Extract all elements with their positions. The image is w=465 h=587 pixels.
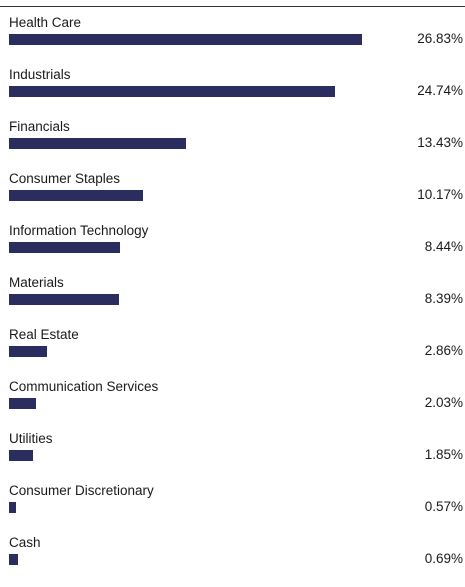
bar bbox=[9, 190, 143, 201]
bar-row: Real Estate 2.86% bbox=[0, 327, 465, 379]
bar-row: Consumer Staples 10.17% bbox=[0, 171, 465, 223]
category-label: Consumer Discretionary bbox=[9, 483, 154, 498]
value-label: 8.39% bbox=[424, 291, 463, 306]
category-label: Industrials bbox=[9, 67, 71, 82]
bar-row: Materials 8.39% bbox=[0, 275, 465, 327]
category-label: Health Care bbox=[9, 15, 82, 30]
bar bbox=[9, 294, 119, 305]
category-label: Materials bbox=[9, 275, 64, 290]
value-label: 10.17% bbox=[417, 187, 463, 202]
category-label: Communication Services bbox=[9, 379, 159, 394]
bar-row: Communication Services 2.03% bbox=[0, 379, 465, 431]
bar-row: Industrials 24.74% bbox=[0, 67, 465, 119]
bar bbox=[9, 34, 362, 45]
bar-row: Utilities 1.85% bbox=[0, 431, 465, 483]
bar-row: Cash 0.69% bbox=[0, 535, 465, 587]
value-label: 26.83% bbox=[417, 31, 463, 46]
category-label: Real Estate bbox=[9, 327, 79, 342]
category-label: Financials bbox=[9, 119, 70, 134]
top-rule bbox=[0, 6, 465, 7]
category-label: Cash bbox=[9, 535, 41, 550]
category-label: Consumer Staples bbox=[9, 171, 121, 186]
value-label: 13.43% bbox=[417, 135, 463, 150]
bar bbox=[9, 346, 47, 357]
category-label: Information Technology bbox=[9, 223, 149, 238]
bar-row: Information Technology 8.44% bbox=[0, 223, 465, 275]
bar bbox=[9, 242, 120, 253]
bar bbox=[9, 86, 335, 97]
bar bbox=[9, 450, 33, 461]
value-label: 0.69% bbox=[424, 551, 463, 566]
value-label: 0.57% bbox=[424, 499, 463, 514]
value-label: 2.03% bbox=[424, 395, 463, 410]
value-label: 24.74% bbox=[417, 83, 463, 98]
value-label: 1.85% bbox=[424, 447, 463, 462]
category-label: Utilities bbox=[9, 431, 53, 446]
bar bbox=[9, 138, 186, 149]
value-label: 2.86% bbox=[424, 343, 463, 358]
value-label: 8.44% bbox=[424, 239, 463, 254]
bar bbox=[9, 398, 36, 409]
bar-row: Consumer Discretionary 0.57% bbox=[0, 483, 465, 535]
bar-row: Health Care 26.83% bbox=[0, 15, 465, 67]
bar-row: Financials 13.43% bbox=[0, 119, 465, 171]
bar bbox=[9, 502, 16, 513]
sector-allocation-chart: Health Care 26.83% Industrials 24.74% Financ… bbox=[0, 15, 465, 566]
bar bbox=[9, 554, 18, 565]
